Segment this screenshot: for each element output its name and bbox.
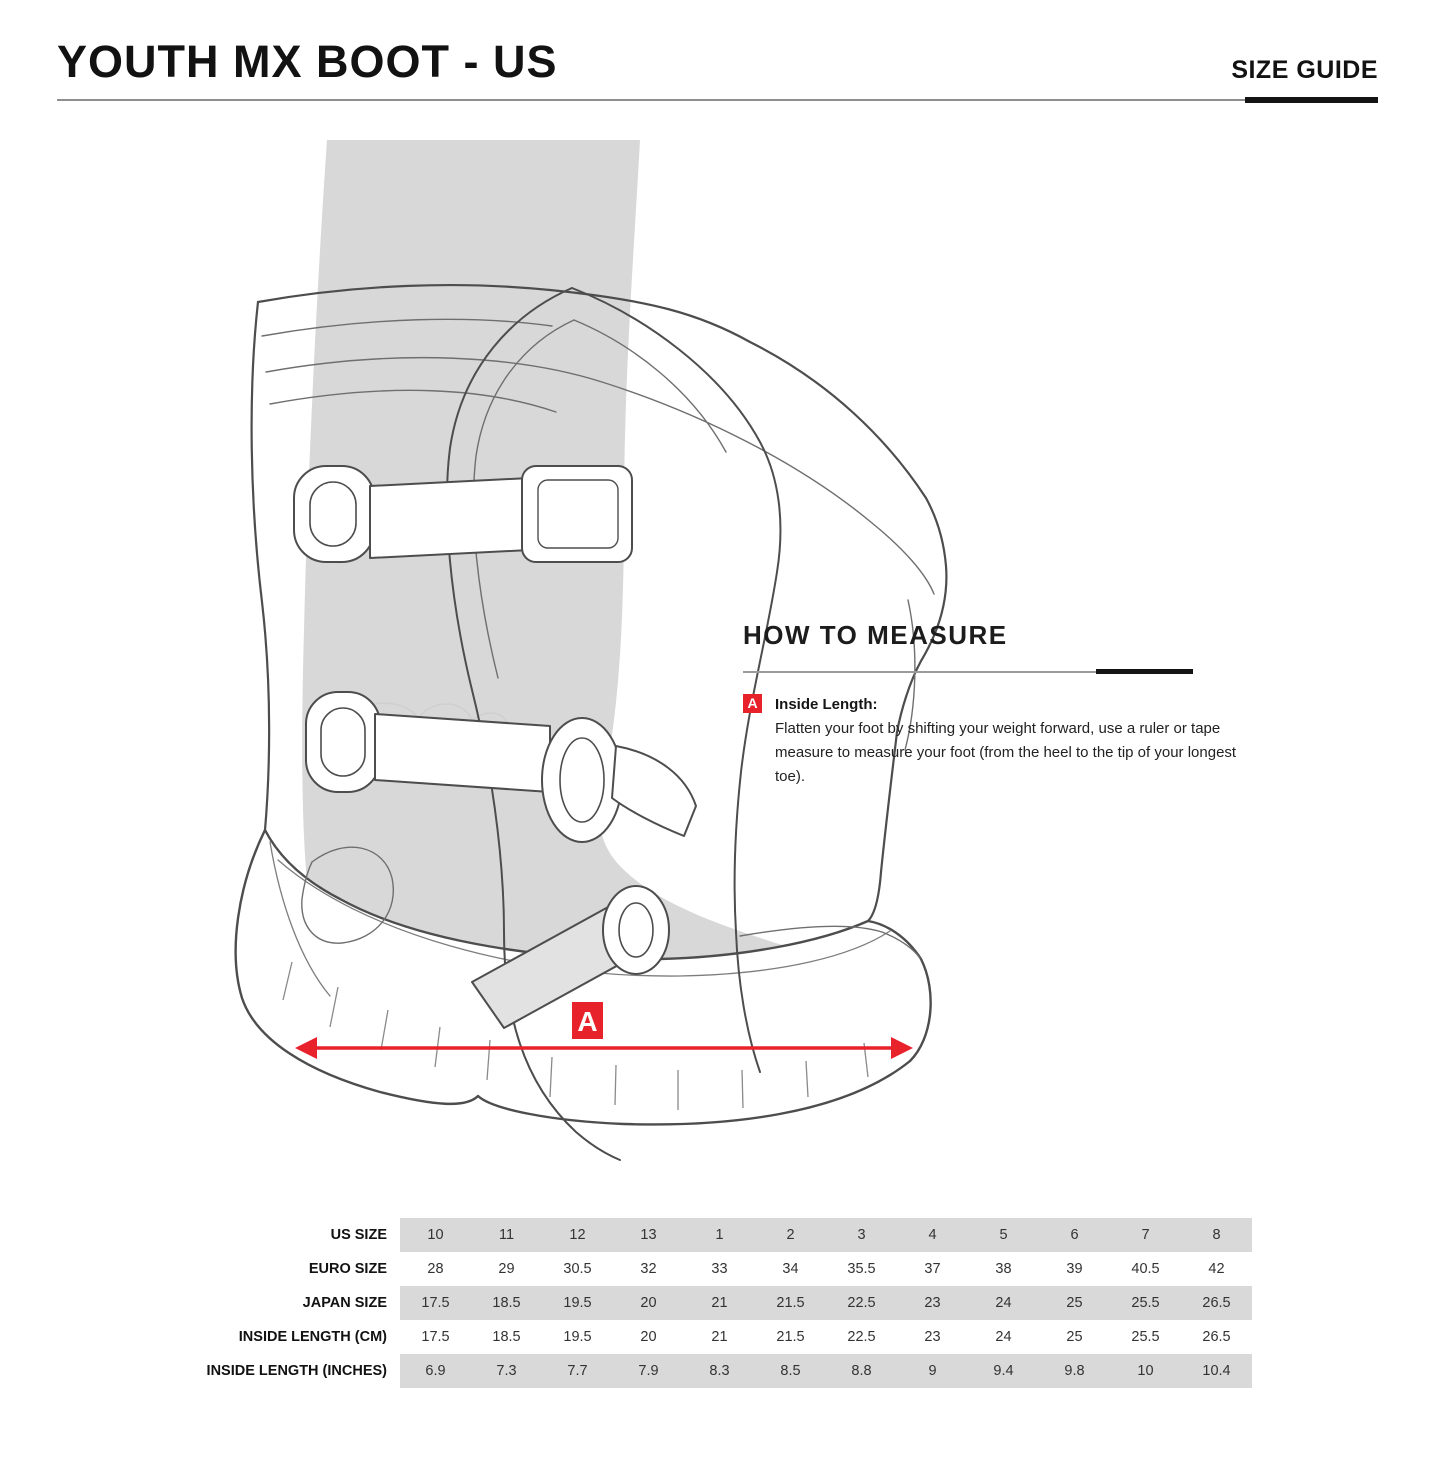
table-cell: 4 — [897, 1218, 968, 1252]
marker-a-label: A — [577, 1006, 597, 1037]
table-cell: 39 — [1066, 1261, 1083, 1277]
row-label: INSIDE LENGTH (INCHES) — [142, 1354, 400, 1388]
size-table: US SIZE 10 11 12 13 1 2 3 4 5 6 7 8 EURO SIZE 28 29 30.5… — [142, 1218, 1252, 1388]
table-cell: 23 — [897, 1286, 968, 1320]
table-cell: 6 — [1039, 1218, 1110, 1252]
instep-strap — [471, 885, 670, 1029]
table-cell: 18.5 — [492, 1329, 521, 1345]
row-label: JAPAN SIZE — [142, 1286, 400, 1320]
table-cell: 9.4 — [968, 1354, 1039, 1388]
table-cell: 21.5 — [776, 1329, 805, 1345]
table-cell: 26.5 — [1202, 1329, 1231, 1345]
measure-divider-accent — [1096, 669, 1193, 674]
table-cell: 19.5 — [563, 1329, 592, 1345]
table-cell: 37 — [924, 1261, 941, 1277]
middle-buckle — [305, 691, 697, 843]
table-cell: 5 — [968, 1218, 1039, 1252]
boot-outline — [250, 284, 948, 959]
table-cell: 25 — [1066, 1329, 1083, 1345]
table-row: EURO SIZE 28 29 30.5 32 33 34 35.5 37 38 39 40.5 42 — [142, 1252, 1252, 1286]
size-guide-label: SIZE GUIDE — [1231, 56, 1378, 84]
table-cell: 8 — [1181, 1218, 1252, 1252]
table-cell: 20 — [640, 1329, 657, 1345]
table-cell: 38 — [995, 1261, 1012, 1277]
table-cell: 10 — [400, 1218, 471, 1252]
table-row: INSIDE LENGTH (CM) 17.5 18.5 19.5 20 21 21.5 22… — [142, 1320, 1252, 1354]
page-title: YOUTH MX BOOT - US — [57, 36, 558, 87]
measurement-arrow: A — [295, 1002, 913, 1059]
table-cell: 7.3 — [471, 1354, 542, 1388]
table-cell: 35.5 — [847, 1261, 876, 1277]
table-cell: 23 — [924, 1329, 941, 1345]
table-cell: 12 — [542, 1218, 613, 1252]
marker-a-box — [572, 1002, 603, 1039]
table-cell: 18.5 — [471, 1286, 542, 1320]
measure-heading: HOW TO MEASURE — [743, 620, 1008, 650]
table-cell: 33 — [711, 1261, 728, 1277]
table-cell: 34 — [782, 1261, 799, 1277]
header-divider-line — [57, 99, 1378, 101]
table-cell: 32 — [640, 1261, 657, 1277]
boot-diagram: A — [234, 140, 948, 1161]
table-cell: 29 — [498, 1261, 515, 1277]
table-cell: 42 — [1208, 1261, 1225, 1277]
measure-divider-line — [743, 671, 1193, 673]
measure-label: Inside Length: — [775, 696, 878, 713]
table-cell: 13 — [613, 1218, 684, 1252]
table-cell: 25.5 — [1131, 1329, 1160, 1345]
table-cell: 17.5 — [421, 1329, 450, 1345]
table-cell: 30.5 — [563, 1261, 592, 1277]
table-cell: 11 — [471, 1218, 542, 1252]
leg-silhouette — [302, 140, 897, 1102]
header-divider — [57, 97, 1378, 103]
table-cell: 20 — [613, 1286, 684, 1320]
row-label: EURO SIZE — [142, 1252, 400, 1286]
row-label: US SIZE — [142, 1218, 400, 1252]
table-cell: 24 — [995, 1329, 1012, 1345]
row-label: INSIDE LENGTH (CM) — [142, 1320, 400, 1354]
table-cell: 9 — [897, 1354, 968, 1388]
table-cell: 8.5 — [755, 1354, 826, 1388]
table-cell: 25 — [1039, 1286, 1110, 1320]
measure-divider — [743, 669, 1193, 675]
table-cell: 21 — [684, 1286, 755, 1320]
table-cell: 7 — [1110, 1218, 1181, 1252]
table-cell: 8.8 — [826, 1354, 897, 1388]
table-cell: 19.5 — [542, 1286, 613, 1320]
table-cell: 25.5 — [1110, 1286, 1181, 1320]
table-cell: 2 — [755, 1218, 826, 1252]
table-cell: 10.4 — [1181, 1354, 1252, 1388]
table-cell: 22.5 — [847, 1329, 876, 1345]
table-row: JAPAN SIZE 17.5 18.5 19.5 20 21 21.5 22.5 23 24 25… — [142, 1286, 1252, 1320]
table-cell: 1 — [684, 1218, 755, 1252]
measure-description: Flatten your foot by shifting your weigh… — [775, 720, 1237, 785]
table-cell: 22.5 — [826, 1286, 897, 1320]
table-cell: 21.5 — [755, 1286, 826, 1320]
upper-buckle — [293, 465, 633, 563]
header-divider-accent — [1245, 97, 1378, 103]
table-cell: 8.3 — [684, 1354, 755, 1388]
table-row: INSIDE LENGTH (INCHES) 6.9 7.3 7.7 7.9 8.3 8.5… — [142, 1354, 1252, 1388]
measure-item-inside-length: A Inside Length: Flatten your foot by sh… — [743, 693, 1263, 789]
table-row: US SIZE 10 11 12 13 1 2 3 4 5 6 7 8 — [142, 1218, 1252, 1252]
table-cell: 17.5 — [400, 1286, 471, 1320]
table-cell: 21 — [711, 1329, 728, 1345]
table-cell: 26.5 — [1181, 1286, 1252, 1320]
table-cell: 7.7 — [542, 1354, 613, 1388]
table-cell: 10 — [1110, 1354, 1181, 1388]
table-cell: 3 — [826, 1218, 897, 1252]
measure-marker-a: A — [743, 694, 762, 713]
boot-illustration: A — [220, 130, 960, 1190]
table-cell: 7.9 — [613, 1354, 684, 1388]
table-cell: 6.9 — [400, 1354, 471, 1388]
how-to-measure: HOW TO MEASURE A Inside Length: Flatten … — [743, 620, 1263, 789]
table-cell: 40.5 — [1131, 1261, 1160, 1277]
table-cell: 24 — [968, 1286, 1039, 1320]
table-cell: 9.8 — [1039, 1354, 1110, 1388]
table-cell: 28 — [427, 1261, 444, 1277]
